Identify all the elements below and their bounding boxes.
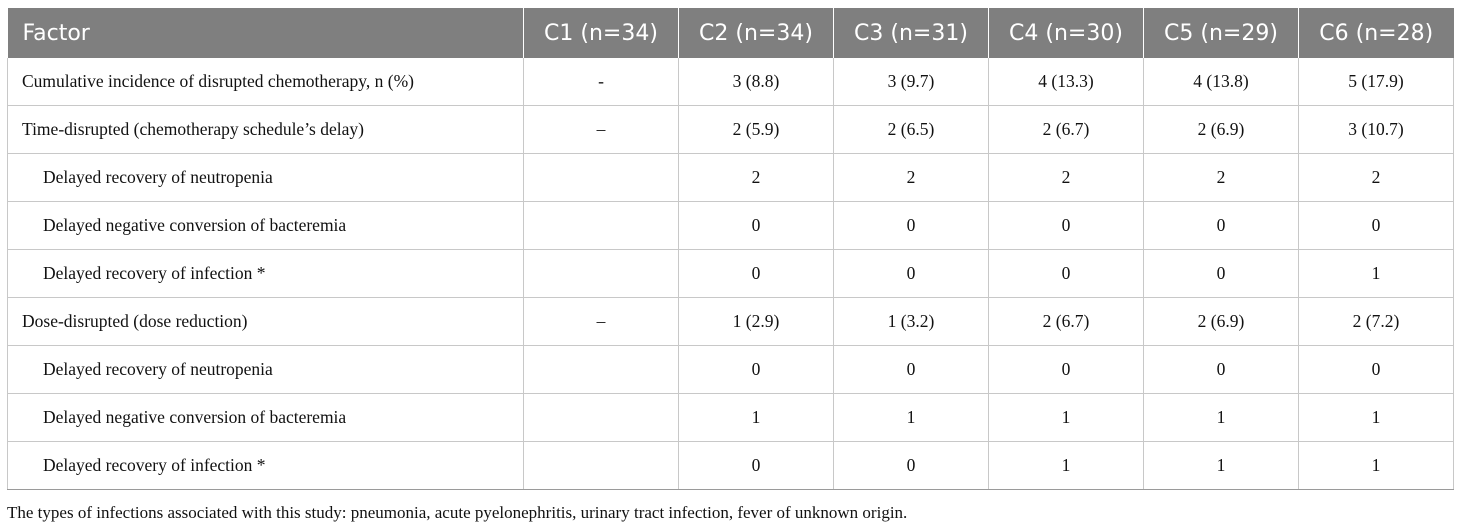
cell-c4: 4 (13.3) [988,58,1144,106]
cell-c3: 1 [833,393,989,442]
cell-c3: 0 [833,441,989,490]
table-row: Dose-disrupted (dose reduction) – 1 (2.9… [7,297,1454,346]
cell-c1 [523,441,679,490]
cell-c5: 0 [1143,249,1299,298]
cell-c2: 0 [678,201,834,250]
cell-c2: 2 [678,153,834,202]
cell-c2: 0 [678,345,834,394]
cell-c1: – [523,105,679,154]
cell-c6: 2 (7.2) [1298,297,1454,346]
cell-c3: 2 [833,153,989,202]
cell-c6: 1 [1298,441,1454,490]
cell-c3: 2 (6.5) [833,105,989,154]
table-container: Factor C1 (n=34) C2 (n=34) C3 (n=31) C4 … [7,8,1454,490]
table-row: Delayed recovery of infection * 0 0 1 1 … [7,441,1454,490]
cell-c6: 2 [1298,153,1454,202]
cell-c1 [523,393,679,442]
cell-c5: 2 [1143,153,1299,202]
cell-c5: 2 (6.9) [1143,297,1299,346]
cell-c6: 1 [1298,249,1454,298]
cell-c5: 0 [1143,201,1299,250]
header-c6: C6 (n=28) [1298,8,1454,58]
cell-c1: – [523,297,679,346]
cell-c6: 3 (10.7) [1298,105,1454,154]
row-label: Delayed recovery of neutropenia [7,153,524,202]
cell-c1 [523,201,679,250]
row-label: Delayed recovery of neutropenia [7,345,524,394]
cell-c3: 0 [833,201,989,250]
row-label: Delayed recovery of infection * [7,441,524,490]
cell-c2: 2 (5.9) [678,105,834,154]
cell-c6: 0 [1298,201,1454,250]
cell-c2: 1 [678,393,834,442]
table-footnote: The types of infections associated with … [7,503,908,522]
table-row: Delayed recovery of neutropenia 0 0 0 0 … [7,345,1454,394]
cell-c6: 0 [1298,345,1454,394]
cell-c6: 1 [1298,393,1454,442]
cell-c5: 1 [1143,441,1299,490]
cell-c1 [523,345,679,394]
cell-c4: 1 [988,393,1144,442]
table-row: Cumulative incidence of disrupted chemot… [7,58,1454,106]
cell-c3: 3 (9.7) [833,58,989,106]
header-c4: C4 (n=30) [988,8,1144,58]
table-row: Delayed recovery of neutropenia 2 2 2 2 … [7,153,1454,202]
cell-c3: 0 [833,249,989,298]
results-table: Factor C1 (n=34) C2 (n=34) C3 (n=31) C4 … [7,8,1454,490]
cell-c4: 1 [988,441,1144,490]
cell-c1 [523,153,679,202]
cell-c6: 5 (17.9) [1298,58,1454,106]
table-row: Delayed negative conversion of bacteremi… [7,393,1454,442]
cell-c2: 3 (8.8) [678,58,834,106]
cell-c1: - [523,58,679,106]
cell-c4: 0 [988,201,1144,250]
table-row: Time-disrupted (chemotherapy schedule’s … [7,105,1454,154]
cell-c4: 2 [988,153,1144,202]
cell-c2: 1 (2.9) [678,297,834,346]
cell-c2: 0 [678,249,834,298]
header-factor: Factor [7,8,524,58]
cell-c3: 1 (3.2) [833,297,989,346]
header-row: Factor C1 (n=34) C2 (n=34) C3 (n=31) C4 … [7,8,1454,58]
row-label: Cumulative incidence of disrupted chemot… [7,58,524,106]
header-c3: C3 (n=31) [833,8,989,58]
cell-c4: 0 [988,249,1144,298]
cell-c5: 0 [1143,345,1299,394]
cell-c5: 4 (13.8) [1143,58,1299,106]
cell-c2: 0 [678,441,834,490]
cell-c4: 0 [988,345,1144,394]
cell-c4: 2 (6.7) [988,105,1144,154]
cell-c3: 0 [833,345,989,394]
row-label: Delayed negative conversion of bacteremi… [7,393,524,442]
table-row: Delayed recovery of infection * 0 0 0 0 … [7,249,1454,298]
table-row: Delayed negative conversion of bacteremi… [7,201,1454,250]
header-c5: C5 (n=29) [1143,8,1299,58]
row-label: Delayed negative conversion of bacteremi… [7,201,524,250]
row-label: Time-disrupted (chemotherapy schedule’s … [7,105,524,154]
cell-c5: 1 [1143,393,1299,442]
cell-c5: 2 (6.9) [1143,105,1299,154]
cell-c4: 2 (6.7) [988,297,1144,346]
row-label: Delayed recovery of infection * [7,249,524,298]
cell-c1 [523,249,679,298]
header-c1: C1 (n=34) [523,8,679,58]
header-c2: C2 (n=34) [678,8,834,58]
row-label: Dose-disrupted (dose reduction) [7,297,524,346]
